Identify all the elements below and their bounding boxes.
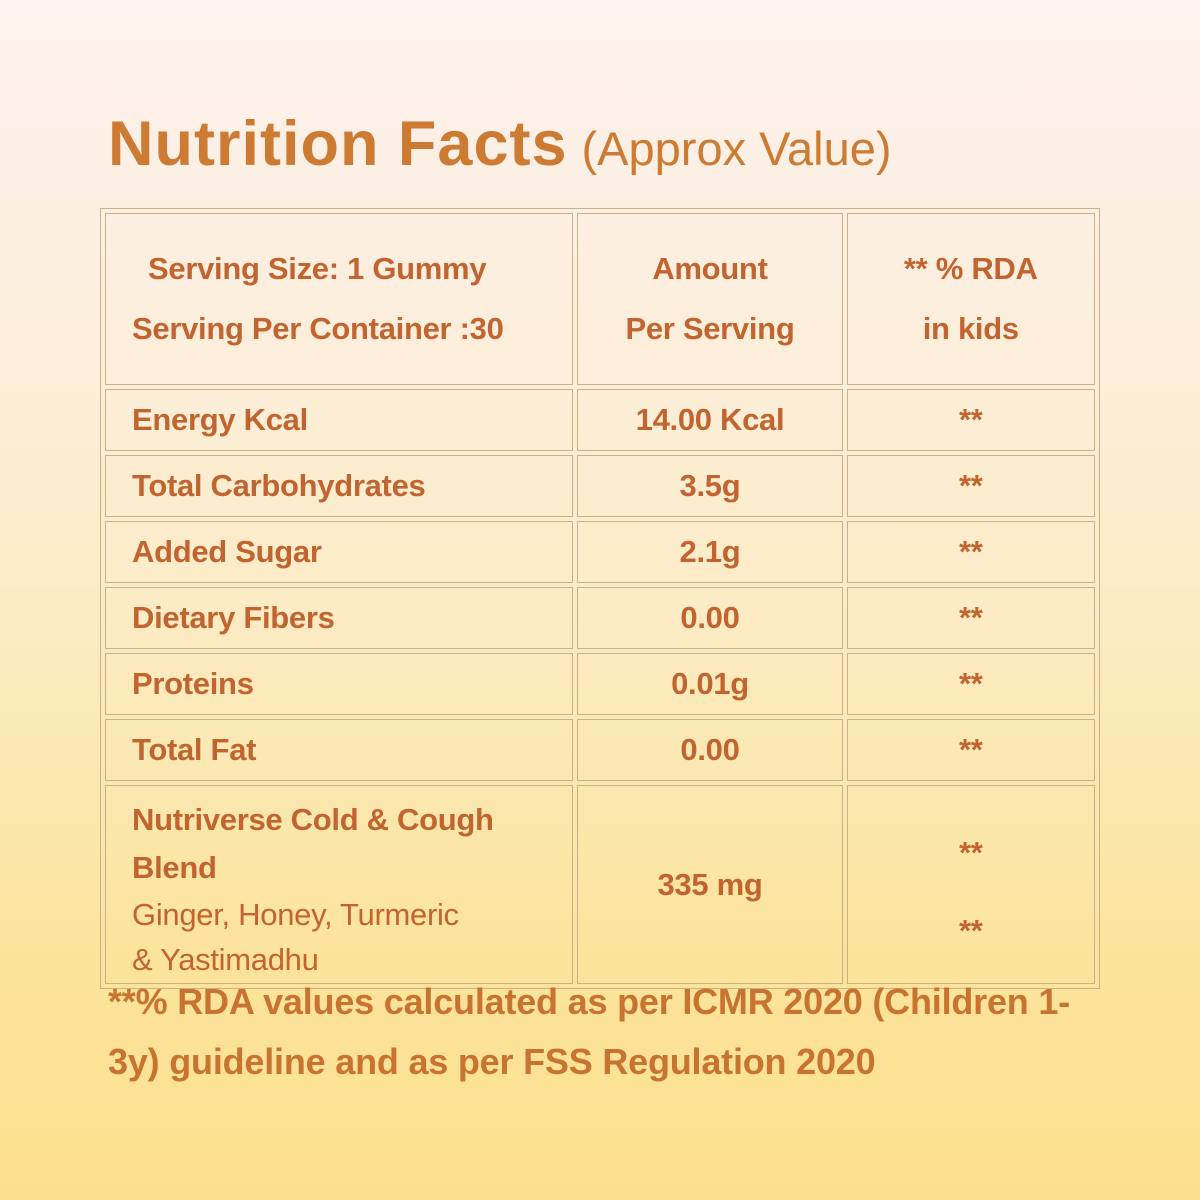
serving-info-cell: Serving Size: 1 Gummy Serving Per Contai… — [105, 213, 574, 385]
blend-amount-cell: 335 mg — [577, 785, 843, 984]
nutrient-rda-cell: ** — [846, 719, 1095, 781]
nutrient-rda-cell: ** — [846, 455, 1095, 517]
nutrient-amount-cell: 3.5g — [577, 455, 843, 517]
nutrient-rda-cell: ** — [846, 389, 1095, 451]
page-title-suffix: (Approx Value) — [581, 122, 892, 175]
nutrition-facts-table: Serving Size: 1 Gummy Serving Per Contai… — [100, 208, 1100, 989]
nutrient-amount-cell: 14.00 Kcal — [577, 389, 843, 451]
nutrient-label-cell: Total Fat — [105, 719, 574, 781]
rda-header-cell: ** % RDA in kids — [846, 213, 1095, 385]
nutrient-amount-cell: 0.00 — [577, 587, 843, 649]
blend-label-cell: Nutriverse Cold & Cough Blend Ginger, Ho… — [105, 785, 574, 984]
table-row: Proteins 0.01g ** — [105, 653, 1095, 715]
rda-header-line1: ** % RDA — [903, 251, 1038, 286]
blend-subtitle-line1: Ginger, Honey, Turmeric — [132, 897, 459, 932]
serving-per-container-text: Serving Per Container :30 — [132, 311, 504, 346]
blend-title-text: Nutriverse Cold & Cough Blend — [132, 802, 511, 885]
table-row: Added Sugar 2.1g ** — [105, 521, 1095, 583]
table-header-row: Serving Size: 1 Gummy Serving Per Contai… — [105, 213, 1095, 385]
table-row: Total Carbohydrates 3.5g ** — [105, 455, 1095, 517]
amount-header-line2: Per Serving — [625, 311, 795, 346]
nutrient-label-cell: Energy Kcal — [105, 389, 574, 451]
blend-row: Nutriverse Cold & Cough Blend Ginger, Ho… — [105, 785, 1095, 984]
rda-footnote-line1: **% RDA values calculated as per ICMR 20… — [108, 981, 1071, 1022]
serving-size-text: Serving Size: 1 Gummy — [148, 251, 487, 286]
nutrient-amount-cell: 0.00 — [577, 719, 843, 781]
nutrient-rda-cell: ** — [846, 587, 1095, 649]
table-row: Dietary Fibers 0.00 ** — [105, 587, 1095, 649]
nutrient-label-cell: Proteins — [105, 653, 574, 715]
nutrient-amount-cell: 0.01g — [577, 653, 843, 715]
page-title-row: Nutrition Facts (Approx Value) — [108, 108, 892, 180]
rda-footnote: **% RDA values calculated as per ICMR 20… — [108, 972, 1118, 1092]
blend-subtitle-line2: & Yastimadhu — [132, 942, 319, 977]
nutrient-rda-cell: ** — [846, 521, 1095, 583]
nutrient-rda-cell: ** — [846, 653, 1095, 715]
blend-rda-star-2: ** — [959, 912, 983, 948]
blend-rda-star-1: ** — [959, 834, 983, 870]
page-title: Nutrition Facts — [108, 109, 568, 179]
nutrient-label-cell: Total Carbohydrates — [105, 455, 574, 517]
rda-header-line2: in kids — [922, 311, 1019, 346]
nutrient-amount-cell: 2.1g — [577, 521, 843, 583]
blend-rda-cell: ** ** — [846, 785, 1095, 984]
amount-header-line1: Amount — [652, 251, 768, 286]
table-row: Total Fat 0.00 ** — [105, 719, 1095, 781]
rda-footnote-line2: 3y) guideline and as per FSS Regulation … — [108, 1041, 876, 1082]
nutrient-label-cell: Added Sugar — [105, 521, 574, 583]
table-row: Energy Kcal 14.00 Kcal ** — [105, 389, 1095, 451]
amount-header-cell: Amount Per Serving — [577, 213, 843, 385]
nutrient-label-cell: Dietary Fibers — [105, 587, 574, 649]
